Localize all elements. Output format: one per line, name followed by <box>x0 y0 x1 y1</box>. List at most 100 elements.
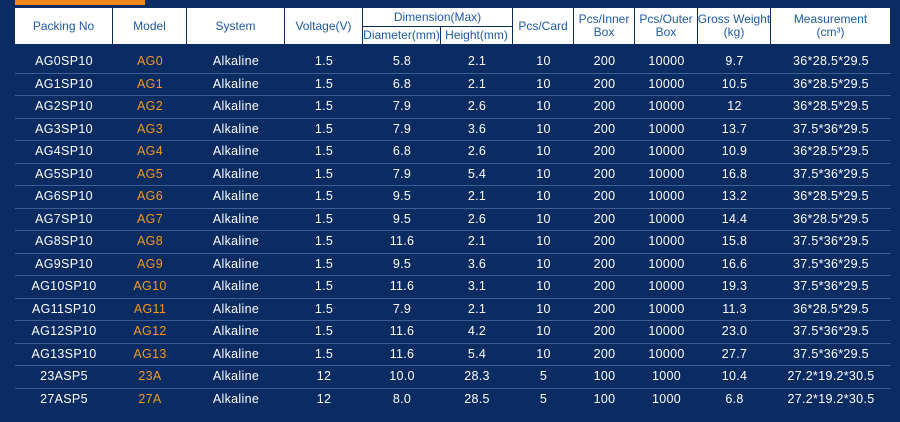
data-cell: 1.5 <box>314 144 334 159</box>
header-line: Box <box>593 25 615 39</box>
header-cell: Gross Weight (kg) <box>698 8 770 44</box>
data-cell: 10000 <box>648 144 685 159</box>
data-cell: 37.5*36*29.5 <box>793 324 869 339</box>
data-cell: Alkaline <box>212 99 260 114</box>
data-cell: 2.1 <box>467 189 487 204</box>
data-cell: 3.1 <box>467 279 487 294</box>
data-cell: 2.1 <box>467 76 487 91</box>
data-cell: 12 <box>727 99 742 114</box>
data-cell: 27.2*19.2*30.5 <box>787 369 875 384</box>
header-line: Voltage(V) <box>295 18 352 33</box>
data-cell: 11.6 <box>389 324 415 339</box>
row-separator <box>15 387 891 389</box>
data-cell: AG13 <box>133 346 167 361</box>
data-cell: AG3 <box>137 121 163 136</box>
data-cell: 36*28.5*29.5 <box>793 76 869 91</box>
header-line: Model <box>133 18 166 33</box>
data-cell: AG4SP10 <box>35 144 93 159</box>
data-cell: 5.4 <box>467 166 487 181</box>
data-cell: 1.5 <box>314 54 334 69</box>
data-cell: 200 <box>593 211 616 226</box>
data-cell: 4.2 <box>467 324 487 339</box>
data-cell: 16.8 <box>721 166 748 181</box>
data-cell: 7.9 <box>392 166 412 181</box>
data-cell: 1.5 <box>314 256 334 271</box>
data-cell: AG6SP10 <box>35 189 93 204</box>
data-cell: 200 <box>593 346 616 361</box>
data-cell: 2.1 <box>467 54 487 69</box>
data-cell: AG0SP10 <box>35 54 93 69</box>
data-cell: 10 <box>536 211 551 226</box>
data-cell: 10 <box>536 99 551 114</box>
data-cell: 200 <box>593 189 616 204</box>
data-cell: 5 <box>539 369 548 384</box>
data-cell: 200 <box>593 279 616 294</box>
data-cell: 100 <box>593 369 616 384</box>
header-cell: Model <box>113 8 186 44</box>
data-cell: 8.0 <box>392 391 412 406</box>
data-cell: 200 <box>593 99 616 114</box>
data-cell: Alkaline <box>212 211 260 226</box>
row-separator <box>15 275 891 276</box>
header-line: Gross Weight <box>697 12 771 26</box>
data-cell: AG4 <box>137 144 163 159</box>
data-cell: Alkaline <box>212 166 260 181</box>
data-cell: AG8 <box>137 234 163 249</box>
data-cell: 10.4 <box>721 369 748 384</box>
row-separator <box>15 342 891 344</box>
data-cell: 200 <box>593 166 616 181</box>
data-cell: 200 <box>593 54 616 69</box>
data-cell: 11.6 <box>389 346 415 361</box>
header-cell: Measurement (cm³) <box>771 8 890 44</box>
data-cell: 10.5 <box>721 76 748 91</box>
data-cell: AG3SP10 <box>35 121 93 136</box>
data-cell: 23ASP5 <box>40 369 88 384</box>
header-line: Pcs/Outer <box>639 12 693 26</box>
data-cell: 6.8 <box>392 76 412 91</box>
data-cell: 36*28.5*29.5 <box>793 301 869 316</box>
data-cell: AG8SP10 <box>35 234 93 249</box>
data-cell: 6.8 <box>725 391 744 406</box>
data-cell: Alkaline <box>212 54 260 69</box>
data-cell: Alkaline <box>212 369 260 384</box>
row-separator <box>15 72 891 74</box>
data-cell: 37.5*36*29.5 <box>793 234 869 249</box>
row-separator <box>15 365 891 366</box>
data-cell: 1.5 <box>314 76 334 91</box>
data-cell: 9.7 <box>725 54 744 69</box>
row-separator <box>15 117 891 119</box>
data-cell: 10000 <box>648 211 685 226</box>
data-cell: 10000 <box>648 301 685 316</box>
data-cell: 10000 <box>648 279 685 294</box>
data-cell: 12 <box>316 369 332 384</box>
data-cell: 2.1 <box>467 234 487 249</box>
data-cell: Alkaline <box>212 121 260 136</box>
data-cell: 10 <box>536 54 551 69</box>
header-cell: Pcs/Card <box>513 8 573 44</box>
data-cell: 10000 <box>648 324 685 339</box>
data-cell: 13.2 <box>721 189 748 204</box>
header-line: Packing No <box>32 18 95 33</box>
data-cell: Alkaline <box>212 391 260 406</box>
data-cell: 1.5 <box>314 166 334 181</box>
data-cell: 1.5 <box>314 121 334 136</box>
section-tab <box>15 0 145 5</box>
data-cell: 1.5 <box>314 301 334 316</box>
data-cell: 10 <box>536 166 551 181</box>
row-separator <box>15 320 891 321</box>
data-cell: 2.6 <box>467 211 487 226</box>
header-cell: Diameter(mm) <box>363 27 440 44</box>
row-separator <box>15 162 891 164</box>
data-cell: 15.8 <box>721 234 748 249</box>
data-cell: 16.6 <box>721 256 748 271</box>
row-separator <box>15 95 891 96</box>
data-cell: 23A <box>138 369 162 384</box>
data-cell: 27.2*19.2*30.5 <box>787 391 875 406</box>
data-cell: 10 <box>536 144 551 159</box>
data-cell: 23.0 <box>721 324 748 339</box>
data-cell: 10000 <box>648 234 685 249</box>
data-cell: 37.5*36*29.5 <box>793 166 869 181</box>
data-cell: 10000 <box>648 166 685 181</box>
data-cell: 1.5 <box>314 324 334 339</box>
